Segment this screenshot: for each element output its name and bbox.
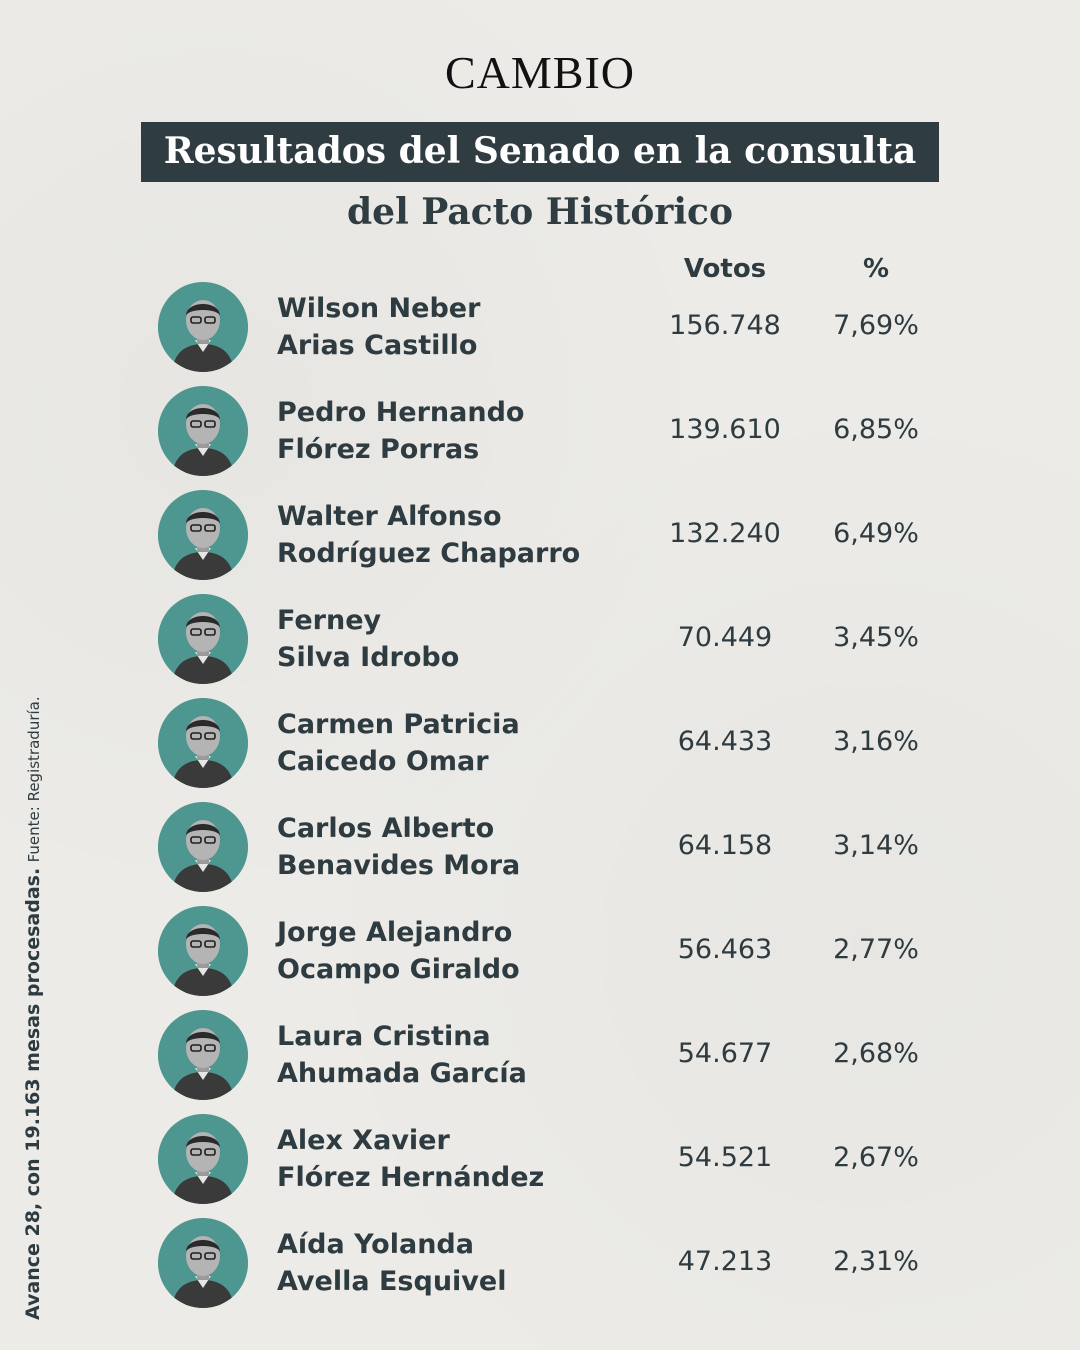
candidate-photo	[158, 1010, 248, 1100]
votes-column-header: Votos	[683, 254, 767, 284]
candidate-percent: 6,85%	[833, 414, 919, 445]
candidate-percent: 2,67%	[833, 1142, 919, 1173]
portrait-icon	[158, 594, 248, 684]
candidate-row: Laura Cristina Ahumada García 54.677 2,6…	[0, 1004, 1080, 1108]
candidate-first-name: Alex Xavier	[277, 1125, 450, 1156]
candidate-row: Ferney Silva Idrobo 70.449 3,45%	[0, 588, 1080, 692]
portrait-icon	[158, 1218, 248, 1308]
candidate-name: Walter Alfonso Rodríguez Chaparro	[277, 498, 580, 572]
candidate-votes: 54.677	[677, 1038, 773, 1069]
candidate-percent: 2,68%	[833, 1038, 919, 1069]
candidate-percent: 6,49%	[833, 518, 919, 549]
candidate-photo	[158, 1114, 248, 1204]
candidate-votes: 64.158	[677, 830, 773, 861]
candidate-percent: 3,14%	[833, 830, 919, 861]
candidate-last-name: Benavides Mora	[277, 850, 521, 881]
candidate-row: Aída Yolanda Avella Esquivel 47.213 2,31…	[0, 1212, 1080, 1316]
candidate-votes: 47.213	[677, 1246, 773, 1277]
percent-column-header: %	[862, 254, 890, 284]
candidate-first-name: Wilson Neber	[277, 293, 481, 324]
candidate-votes: 132.240	[669, 518, 781, 549]
candidate-photo	[158, 1218, 248, 1308]
portrait-icon	[158, 906, 248, 996]
candidate-last-name: Avella Esquivel	[277, 1266, 507, 1297]
candidate-photo	[158, 282, 248, 372]
candidate-first-name: Laura Cristina	[277, 1021, 491, 1052]
candidate-name: Laura Cristina Ahumada García	[277, 1018, 527, 1092]
progress-note: Avance 28, con 19.163 mesas procesadas.	[22, 867, 44, 1320]
candidate-first-name: Walter Alfonso	[277, 501, 502, 532]
brand-logo: CAMBIO	[444, 47, 636, 98]
candidate-row: Pedro Hernando Flórez Porras 139.610 6,8…	[0, 380, 1080, 484]
candidate-last-name: Flórez Porras	[277, 434, 480, 465]
candidate-votes: 56.463	[677, 934, 773, 965]
candidate-name: Alex Xavier Flórez Hernández	[277, 1122, 544, 1196]
candidate-photo	[158, 594, 248, 684]
candidate-last-name: Flórez Hernández	[277, 1162, 545, 1193]
candidate-first-name: Pedro Hernando	[277, 397, 525, 428]
candidate-percent: 3,16%	[833, 726, 919, 757]
candidate-votes: 54.521	[677, 1142, 773, 1173]
candidate-row: Carlos Alberto Benavides Mora 64.158 3,1…	[0, 796, 1080, 900]
portrait-icon	[158, 282, 248, 372]
candidate-row: Walter Alfonso Rodríguez Chaparro 132.24…	[0, 484, 1080, 588]
candidate-last-name: Ahumada García	[277, 1058, 527, 1089]
source-note: Avance 28, con 19.163 mesas procesadas. …	[22, 696, 44, 1320]
candidate-last-name: Caicedo Omar	[277, 746, 489, 777]
candidate-last-name: Rodríguez Chaparro	[277, 538, 581, 569]
portrait-icon	[158, 698, 248, 788]
candidate-first-name: Carlos Alberto	[277, 813, 495, 844]
page-title: Resultados del Senado en la consulta	[141, 122, 939, 182]
candidate-first-name: Carmen Patricia	[277, 709, 520, 740]
candidate-row: Wilson Neber Arias Castillo 156.748 7,69…	[0, 276, 1080, 380]
candidate-row: Carmen Patricia Caicedo Omar 64.433 3,16…	[0, 692, 1080, 796]
candidate-last-name: Silva Idrobo	[277, 642, 460, 673]
portrait-icon	[158, 802, 248, 892]
candidate-photo	[158, 906, 248, 996]
candidate-row: Jorge Alejandro Ocampo Giraldo 56.463 2,…	[0, 900, 1080, 1004]
candidate-first-name: Ferney	[277, 605, 382, 636]
candidate-votes: 156.748	[669, 310, 781, 341]
candidate-photo	[158, 698, 248, 788]
portrait-icon	[158, 490, 248, 580]
candidate-last-name: Arias Castillo	[277, 330, 478, 361]
candidate-last-name: Ocampo Giraldo	[277, 954, 520, 985]
candidate-name: Aída Yolanda Avella Esquivel	[277, 1226, 506, 1300]
candidate-percent: 3,45%	[833, 622, 919, 653]
source-credit: Fuente: Registraduría.	[25, 696, 43, 863]
candidate-votes: 64.433	[677, 726, 773, 757]
portrait-icon	[158, 1010, 248, 1100]
page-subtitle: del Pacto Histórico	[347, 191, 733, 233]
candidate-percent: 2,31%	[833, 1246, 919, 1277]
candidate-name: Jorge Alejandro Ocampo Giraldo	[277, 914, 520, 988]
candidate-first-name: Aída Yolanda	[277, 1229, 474, 1260]
candidate-photo	[158, 490, 248, 580]
candidate-percent: 7,69%	[833, 310, 919, 341]
candidate-votes: 139.610	[669, 414, 781, 445]
portrait-icon	[158, 1114, 248, 1204]
candidate-first-name: Jorge Alejandro	[277, 917, 513, 948]
candidate-name: Carmen Patricia Caicedo Omar	[277, 706, 520, 780]
candidate-name: Carlos Alberto Benavides Mora	[277, 810, 520, 884]
candidate-row: Alex Xavier Flórez Hernández 54.521 2,67…	[0, 1108, 1080, 1212]
candidate-photo	[158, 802, 248, 892]
candidate-percent: 2,77%	[833, 934, 919, 965]
candidate-name: Wilson Neber Arias Castillo	[277, 290, 480, 364]
candidate-photo	[158, 386, 248, 476]
candidate-name: Ferney Silva Idrobo	[277, 602, 459, 676]
candidate-name: Pedro Hernando Flórez Porras	[277, 394, 524, 468]
candidate-votes: 70.449	[677, 622, 773, 653]
portrait-icon	[158, 386, 248, 476]
